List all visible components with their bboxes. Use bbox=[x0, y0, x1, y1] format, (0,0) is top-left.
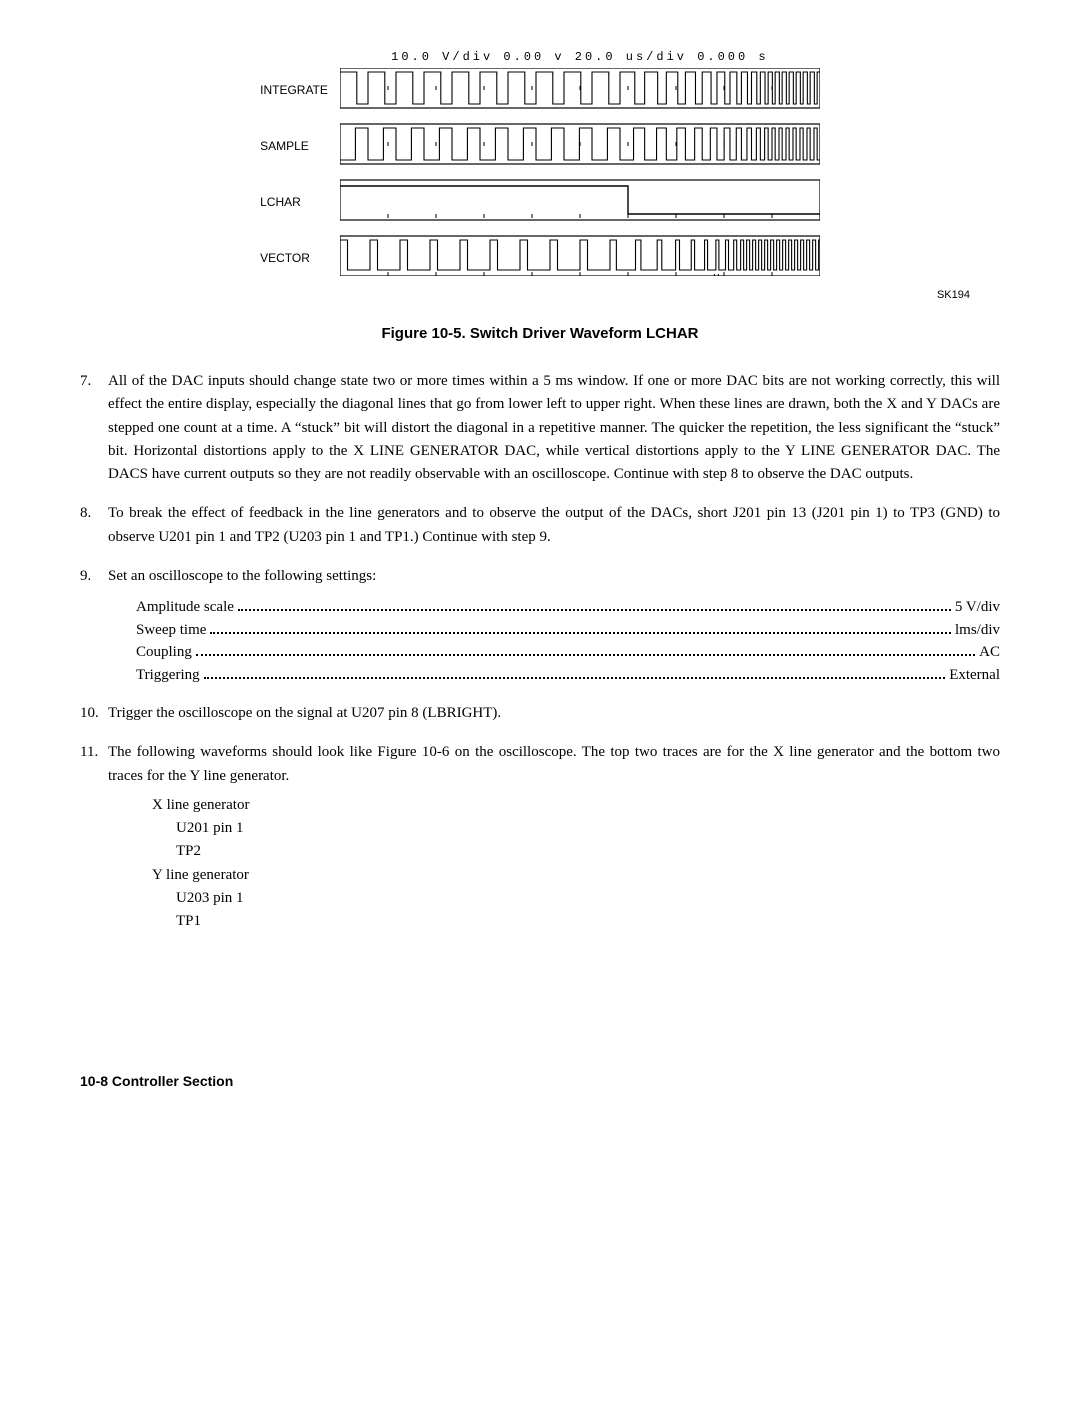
list-item-10: 10. Trigger the oscilloscope on the sign… bbox=[80, 702, 1000, 725]
setting-row: Coupling AC bbox=[136, 641, 1000, 664]
setting-dots bbox=[238, 609, 951, 611]
x-generator-pin: U201 pin 1 bbox=[176, 817, 1000, 840]
x-generator-tp: TP2 bbox=[176, 840, 1000, 863]
setting-value: lms/div bbox=[955, 619, 1000, 642]
figure-prefix: Figure bbox=[381, 325, 431, 342]
waveform-chart: INTEGRATE SAMPLE LCHAR VECTOR 10.0 V/div… bbox=[80, 50, 1000, 281]
item-text: Trigger the oscilloscope on the signal a… bbox=[108, 705, 501, 721]
chart-row-labels: INTEGRATE SAMPLE LCHAR VECTOR bbox=[260, 50, 328, 281]
sk-label: SK194 bbox=[80, 289, 1000, 301]
setting-label: Triggering bbox=[136, 664, 200, 687]
item-num: 11. bbox=[80, 741, 98, 764]
setting-value: AC bbox=[979, 641, 1000, 664]
figure-caption: Figure 10-5. Switch Driver Waveform LCHA… bbox=[80, 325, 1000, 342]
setting-label: Coupling bbox=[136, 641, 192, 664]
page-footer: 10-8 Controller Section bbox=[80, 1073, 1000, 1089]
item-num: 10. bbox=[80, 702, 99, 725]
item-num: 7. bbox=[80, 370, 91, 393]
y-generator-title: Y line generator bbox=[152, 864, 1000, 887]
footer-section: 10-8 bbox=[80, 1073, 108, 1089]
chart-label-integrate: INTEGRATE bbox=[260, 70, 328, 110]
item-text: All of the DAC inputs should change stat… bbox=[108, 373, 1000, 482]
chart-label-vector: VECTOR bbox=[260, 238, 328, 278]
generators-block: X line generator U201 pin 1 TP2 Y line g… bbox=[152, 794, 1000, 934]
list-item-9: 9. Set an oscilloscope to the following … bbox=[80, 565, 1000, 686]
item-num: 8. bbox=[80, 502, 91, 525]
figure-text: Switch Driver Waveform LCHAR bbox=[466, 325, 699, 342]
item-text: Set an oscilloscope to the following set… bbox=[108, 568, 376, 584]
setting-dots bbox=[196, 654, 975, 656]
chart-label-sample: SAMPLE bbox=[260, 126, 328, 166]
item-text: The following waveforms should look like… bbox=[108, 744, 1000, 783]
list-item-8: 8. To break the effect of feedback in th… bbox=[80, 502, 1000, 549]
item-num: 9. bbox=[80, 565, 91, 588]
item-text: To break the effect of feedback in the l… bbox=[108, 505, 1000, 544]
setting-value: 5 V/div bbox=[955, 596, 1000, 619]
setting-dots bbox=[204, 677, 946, 679]
y-generator-pin: U203 pin 1 bbox=[176, 887, 1000, 910]
list-item-7: 7. All of the DAC inputs should change s… bbox=[80, 370, 1000, 486]
setting-dots bbox=[210, 632, 951, 634]
x-generator-title: X line generator bbox=[152, 794, 1000, 817]
setting-row: Sweep time lms/div bbox=[136, 619, 1000, 642]
settings-block: Amplitude scale 5 V/div Sweep time lms/d… bbox=[136, 596, 1000, 686]
setting-label: Sweep time bbox=[136, 619, 206, 642]
instruction-list: 7. All of the DAC inputs should change s… bbox=[80, 370, 1000, 933]
footer-title: Controller Section bbox=[108, 1073, 233, 1089]
setting-value: External bbox=[949, 664, 1000, 687]
y-generator-tp: TP1 bbox=[176, 910, 1000, 933]
setting-row: Triggering External bbox=[136, 664, 1000, 687]
chart-label-lchar: LCHAR bbox=[260, 182, 328, 222]
setting-label: Amplitude scale bbox=[136, 596, 234, 619]
chart-header: 10.0 V/div 0.00 v 20.0 us/div 0.000 s bbox=[340, 50, 820, 64]
figure-number: 10-5. bbox=[431, 325, 465, 342]
waveform-svg bbox=[340, 68, 820, 276]
setting-row: Amplitude scale 5 V/div bbox=[136, 596, 1000, 619]
list-item-11: 11. The following waveforms should look … bbox=[80, 741, 1000, 933]
